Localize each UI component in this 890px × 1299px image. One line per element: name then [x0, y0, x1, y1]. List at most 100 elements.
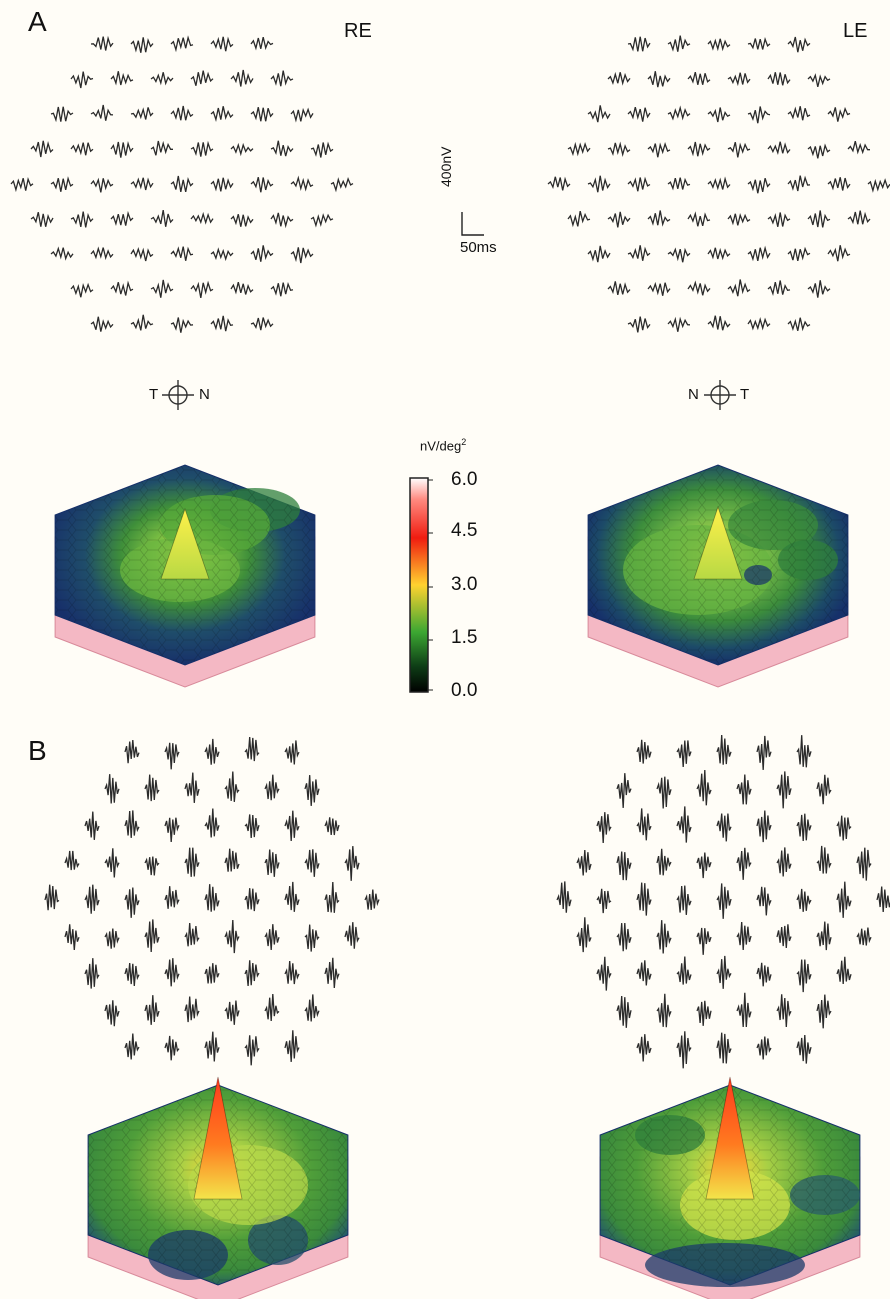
- response-trace: [667, 35, 691, 52]
- response-trace: [656, 776, 672, 809]
- colorbar-tick-4-5: 4.5: [451, 520, 478, 541]
- response-trace: [847, 210, 871, 225]
- response-trace: [210, 36, 234, 52]
- surface-b-le: [599, 1076, 861, 1299]
- response-trace: [776, 924, 792, 948]
- le-temporal-label: T: [740, 386, 750, 403]
- response-trace: [676, 1031, 692, 1069]
- response-trace: [190, 140, 214, 157]
- response-trace: [796, 1034, 812, 1064]
- response-trace: [170, 317, 194, 333]
- response-trace: [767, 212, 791, 227]
- response-trace: [736, 992, 752, 1028]
- surface-b-re: [87, 1076, 349, 1299]
- response-trace: [50, 176, 74, 192]
- response-trace: [284, 960, 300, 985]
- topography-surfaces: [54, 464, 861, 1299]
- response-trace: [264, 849, 280, 877]
- response-trace: [707, 107, 731, 123]
- response-trace: [736, 921, 752, 951]
- response-trace: [310, 141, 334, 158]
- response-trace: [84, 958, 100, 989]
- response-trace: [607, 141, 631, 157]
- response-trace: [124, 962, 140, 987]
- response-trace: [787, 175, 811, 192]
- response-trace: [636, 960, 652, 986]
- response-trace: [190, 280, 214, 299]
- response-trace: [104, 848, 120, 878]
- colorbar-units-text: nV/deg: [420, 438, 462, 454]
- response-trace: [290, 247, 314, 264]
- response-trace: [756, 810, 772, 843]
- foveal-peak: [193, 1076, 243, 1200]
- response-trace: [807, 73, 831, 88]
- response-trace: [816, 994, 832, 1029]
- response-trace: [230, 69, 254, 87]
- response-trace: [607, 71, 631, 86]
- response-trace: [676, 806, 692, 843]
- response-trace: [64, 924, 80, 951]
- trace-arrays: [10, 35, 890, 1069]
- response-trace: [727, 212, 751, 226]
- le-nasal-label: N: [688, 386, 699, 403]
- response-trace: [776, 994, 792, 1028]
- response-trace: [587, 105, 611, 123]
- colorbar-tick-1-5: 1.5: [451, 627, 478, 648]
- response-trace: [310, 213, 334, 228]
- colorbar-tick-6: 6.0: [451, 469, 478, 490]
- response-trace: [284, 810, 300, 842]
- response-trace: [270, 281, 294, 297]
- response-trace: [270, 70, 294, 87]
- response-trace: [184, 847, 200, 877]
- re-temporal-label: T: [149, 386, 159, 403]
- response-trace: [736, 774, 752, 805]
- response-trace: [230, 214, 254, 227]
- response-trace: [84, 884, 100, 914]
- response-trace: [747, 178, 771, 194]
- response-trace: [110, 141, 134, 158]
- response-trace: [244, 960, 260, 987]
- left-eye-label: LE: [843, 20, 868, 42]
- response-trace: [847, 141, 870, 155]
- response-trace: [344, 846, 360, 881]
- response-trace: [90, 35, 114, 51]
- response-trace: [836, 881, 852, 918]
- response-trace: [796, 888, 812, 912]
- response-trace: [767, 141, 791, 155]
- response-trace: [324, 817, 340, 836]
- response-trace: [210, 315, 234, 332]
- response-trace: [647, 210, 671, 227]
- response-trace: [696, 1000, 712, 1026]
- amplitude-scale-label: 400nV: [438, 146, 454, 187]
- response-trace: [104, 928, 120, 949]
- response-trace: [827, 245, 851, 262]
- response-trace: [876, 886, 890, 912]
- response-trace: [856, 927, 872, 946]
- panel-a-label: A: [28, 6, 47, 37]
- response-trace: [636, 882, 652, 916]
- response-trace: [250, 107, 274, 122]
- response-trace: [204, 808, 220, 838]
- response-trace: [596, 812, 612, 844]
- response-trace: [647, 142, 671, 158]
- response-trace: [150, 209, 174, 227]
- response-trace: [656, 920, 672, 954]
- response-trace: [716, 1032, 732, 1064]
- response-trace: [10, 177, 34, 193]
- response-trace: [687, 71, 711, 85]
- response-trace: [204, 884, 220, 912]
- response-trace: [747, 245, 771, 262]
- response-trace: [250, 36, 274, 51]
- response-trace: [164, 817, 180, 842]
- response-trace: [696, 852, 712, 879]
- response-trace: [787, 106, 811, 121]
- response-trace: [636, 1034, 652, 1062]
- re-nasal-label: N: [199, 386, 210, 403]
- response-trace: [676, 956, 692, 985]
- response-trace: [164, 742, 180, 770]
- response-trace: [190, 211, 214, 225]
- response-trace: [224, 771, 240, 802]
- crosshair-re: [162, 380, 194, 410]
- response-trace: [676, 740, 692, 767]
